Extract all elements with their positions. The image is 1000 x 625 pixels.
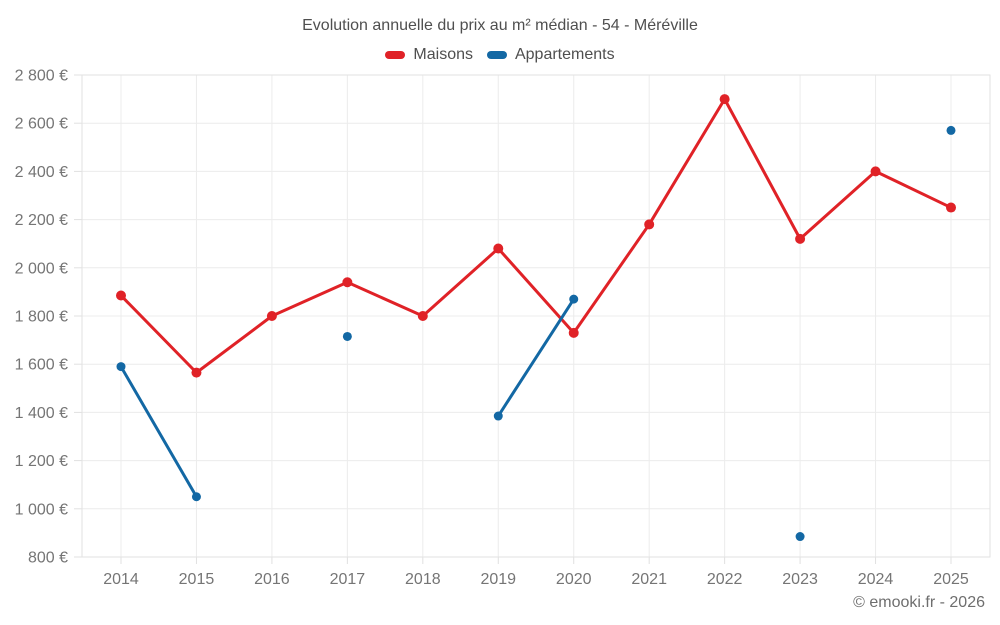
svg-text:2 800 €: 2 800 € [15,68,68,85]
svg-text:2014: 2014 [103,571,139,588]
svg-text:2022: 2022 [707,571,743,588]
svg-text:1 600 €: 1 600 € [15,357,68,374]
svg-text:2 200 €: 2 200 € [15,212,68,229]
legend-label-appartements: Appartements [514,46,615,63]
series-appartements [116,125,956,542]
svg-text:1 400 €: 1 400 € [15,405,68,422]
svg-text:1 000 €: 1 000 € [15,501,68,518]
svg-text:2021: 2021 [631,571,667,588]
svg-text:2020: 2020 [556,571,592,588]
svg-text:2 000 €: 2 000 € [15,260,68,277]
legend-swatch-appartements-icon [486,51,507,59]
y-axis-labels: 800 € 1 000 € 1 200 € 1 400 € 1 600 € 1 800 €… [15,68,68,567]
svg-text:2025: 2025 [933,571,969,588]
chart-legend: Maisons Appartements [0,46,1000,64]
svg-text:800 €: 800 € [28,550,68,567]
svg-text:2018: 2018 [405,571,441,588]
copyright-text: © emooki.fr - 2026 [853,594,985,611]
axis-ticks [74,74,952,564]
svg-text:2 600 €: 2 600 € [15,116,68,133]
series-maisons [116,94,956,378]
svg-text:2019: 2019 [480,571,516,588]
svg-text:2024: 2024 [858,571,894,588]
chart-title: Evolution annuelle du prix au m² médian … [302,17,698,34]
x-axis-labels: 2014 2015 2016 2017 2018 2019 2020 2021 2022 2023… [103,571,969,588]
svg-text:2015: 2015 [179,571,215,588]
svg-text:1 800 €: 1 800 € [15,309,68,326]
legend-swatch-maisons-icon [385,51,406,59]
legend-item-maisons[interactable]: Maisons [385,46,473,64]
svg-text:2 400 €: 2 400 € [15,164,68,181]
svg-text:2023: 2023 [782,571,818,588]
legend-item-appartements[interactable]: Appartements [486,46,615,64]
gridlines [82,74,990,558]
svg-text:1 200 €: 1 200 € [15,453,68,470]
svg-text:2017: 2017 [330,571,366,588]
plot-border [81,74,991,558]
legend-label-maisons: Maisons [413,46,473,63]
svg-text:2016: 2016 [254,571,290,588]
